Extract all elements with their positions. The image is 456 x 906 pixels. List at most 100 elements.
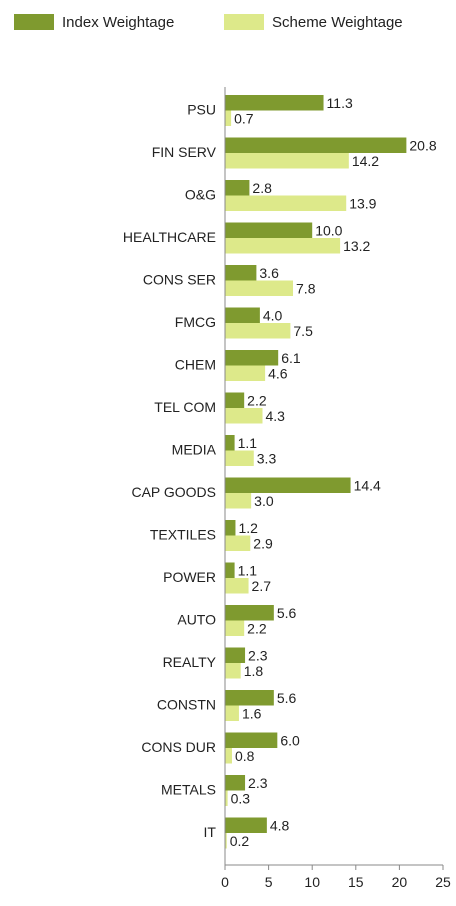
data-label-index-healthcare: 10.0: [315, 223, 342, 239]
bar-scheme-constn: [225, 705, 239, 721]
bar-index-cap-goods: [225, 477, 351, 493]
bar-index-media: [225, 435, 235, 451]
category-label-power: POWER: [163, 569, 216, 585]
x-tick-label: 0: [221, 874, 229, 890]
bar-index-auto: [225, 605, 274, 621]
data-label-index-it: 4.8: [270, 818, 290, 834]
data-label-index-tel-com: 2.2: [247, 393, 267, 409]
x-tick-label: 20: [392, 874, 408, 890]
category-label-psu: PSU: [187, 102, 216, 118]
category-label-cons-dur: CONS DUR: [141, 739, 216, 755]
legend-label-scheme-weightage: Scheme Weightage: [272, 13, 403, 31]
bar-scheme-power: [225, 578, 249, 594]
category-label-it: IT: [204, 824, 217, 840]
data-label-scheme-healthcare: 13.2: [343, 238, 370, 254]
data-label-index-cons-dur: 6.0: [280, 733, 300, 749]
bar-index-fmcg: [225, 307, 260, 323]
bar-index-chem: [225, 350, 279, 366]
bar-scheme-tel-com: [225, 408, 263, 424]
category-label-realty: REALTY: [163, 654, 217, 670]
data-label-scheme-fin-serv: 14.2: [352, 153, 379, 169]
data-label-scheme-media: 3.3: [257, 451, 277, 467]
data-label-scheme-constn: 1.6: [242, 706, 262, 722]
data-label-index-auto: 5.6: [277, 605, 297, 621]
bar-scheme-cap-goods: [225, 493, 252, 509]
axes-group: PSU FIN SERV O&G HEALTHCARE CONS SER FMCG CHEM…: [123, 87, 451, 890]
legend-item-scheme-weightage: Scheme Weightage: [224, 8, 403, 36]
data-label-scheme-power: 2.7: [252, 578, 272, 594]
bar-index-realty: [225, 647, 246, 663]
bar-index-power: [225, 562, 235, 578]
bar-scheme-media: [225, 450, 254, 466]
data-label-scheme-realty: 1.8: [244, 663, 264, 679]
data-label-scheme-psu: 0.7: [234, 111, 254, 127]
data-label-index-chem: 6.1: [281, 350, 301, 366]
legend-swatch-index-weightage: [14, 14, 54, 30]
data-label-index-fin-serv: 20.8: [409, 138, 436, 154]
bar-index-fin-serv: [225, 137, 407, 153]
data-label-scheme-cons-ser: 7.8: [296, 281, 316, 297]
data-label-scheme-tel-com: 4.3: [265, 408, 285, 424]
data-label-index-constn: 5.6: [277, 690, 297, 706]
category-label-fmcg: FMCG: [175, 314, 216, 330]
data-label-index-cons-ser: 3.6: [259, 265, 279, 281]
bar-index-constn: [225, 690, 274, 706]
data-label-scheme-o-g: 13.9: [349, 196, 376, 212]
category-label-tel-com: TEL COM: [154, 399, 216, 415]
data-label-index-realty: 2.3: [248, 648, 268, 664]
category-label-o-g: O&G: [185, 187, 216, 203]
bar-scheme-cons-dur: [225, 748, 232, 764]
bar-scheme-textiles: [225, 535, 251, 551]
x-tick-label: 5: [265, 874, 273, 890]
x-tick-label: 25: [435, 874, 451, 890]
data-label-index-power: 1.1: [238, 563, 258, 579]
bar-index-tel-com: [225, 392, 245, 408]
category-label-cap-goods: CAP GOODS: [131, 484, 216, 500]
bar-scheme-fmcg: [225, 323, 291, 339]
data-label-scheme-metals: 0.3: [231, 791, 251, 807]
category-label-media: MEDIA: [172, 442, 217, 458]
data-label-index-textiles: 1.2: [238, 520, 258, 536]
bar-index-cons-dur: [225, 732, 278, 748]
bar-index-cons-ser: [225, 265, 257, 281]
bar-index-it: [225, 817, 267, 833]
bar-scheme-auto: [225, 620, 245, 636]
data-label-scheme-cap-goods: 3.0: [254, 493, 274, 509]
category-label-metals: METALS: [161, 782, 216, 798]
bar-index-psu: [225, 95, 324, 111]
data-label-index-media: 1.1: [238, 435, 258, 451]
bar-scheme-realty: [225, 663, 241, 679]
category-label-chem: CHEM: [175, 357, 216, 373]
data-label-scheme-it: 0.2: [230, 833, 250, 849]
chart-legend: Index Weightage Scheme Weightage: [14, 8, 454, 36]
bar-index-metals: [225, 775, 246, 791]
bar-scheme-it: [225, 833, 227, 849]
category-label-textiles: TEXTILES: [150, 527, 216, 543]
x-tick-label: 15: [348, 874, 364, 890]
data-label-scheme-chem: 4.6: [268, 366, 288, 382]
data-label-scheme-textiles: 2.9: [253, 536, 273, 552]
bar-scheme-o-g: [225, 195, 347, 211]
category-label-auto: AUTO: [177, 612, 216, 628]
bar-scheme-psu: [225, 110, 232, 126]
bar-scheme-cons-ser: [225, 280, 294, 296]
data-label-index-fmcg: 4.0: [263, 308, 283, 324]
data-label-index-o-g: 2.8: [252, 180, 272, 196]
bar-index-textiles: [225, 520, 236, 536]
data-label-index-metals: 2.3: [248, 775, 268, 791]
category-label-cons-ser: CONS SER: [143, 272, 216, 288]
category-label-healthcare: HEALTHCARE: [123, 229, 216, 245]
data-label-scheme-cons-dur: 0.8: [235, 748, 255, 764]
bar-scheme-fin-serv: [225, 153, 349, 169]
category-label-constn: CONSTN: [157, 697, 216, 713]
legend-item-index-weightage: Index Weightage: [14, 8, 174, 36]
bar-scheme-metals: [225, 790, 228, 806]
data-label-index-psu: 11.3: [327, 95, 353, 111]
legend-swatch-scheme-weightage: [224, 14, 264, 30]
data-label-index-cap-goods: 14.4: [354, 478, 381, 494]
category-label-fin-serv: FIN SERV: [152, 144, 217, 160]
bar-scheme-healthcare: [225, 238, 341, 254]
bars-group: 11.3 0.7 20.8 14.2 2.8 13.9 10.013.2 3.6 7.8 4.0 7…: [225, 95, 437, 849]
bar-index-healthcare: [225, 222, 313, 238]
